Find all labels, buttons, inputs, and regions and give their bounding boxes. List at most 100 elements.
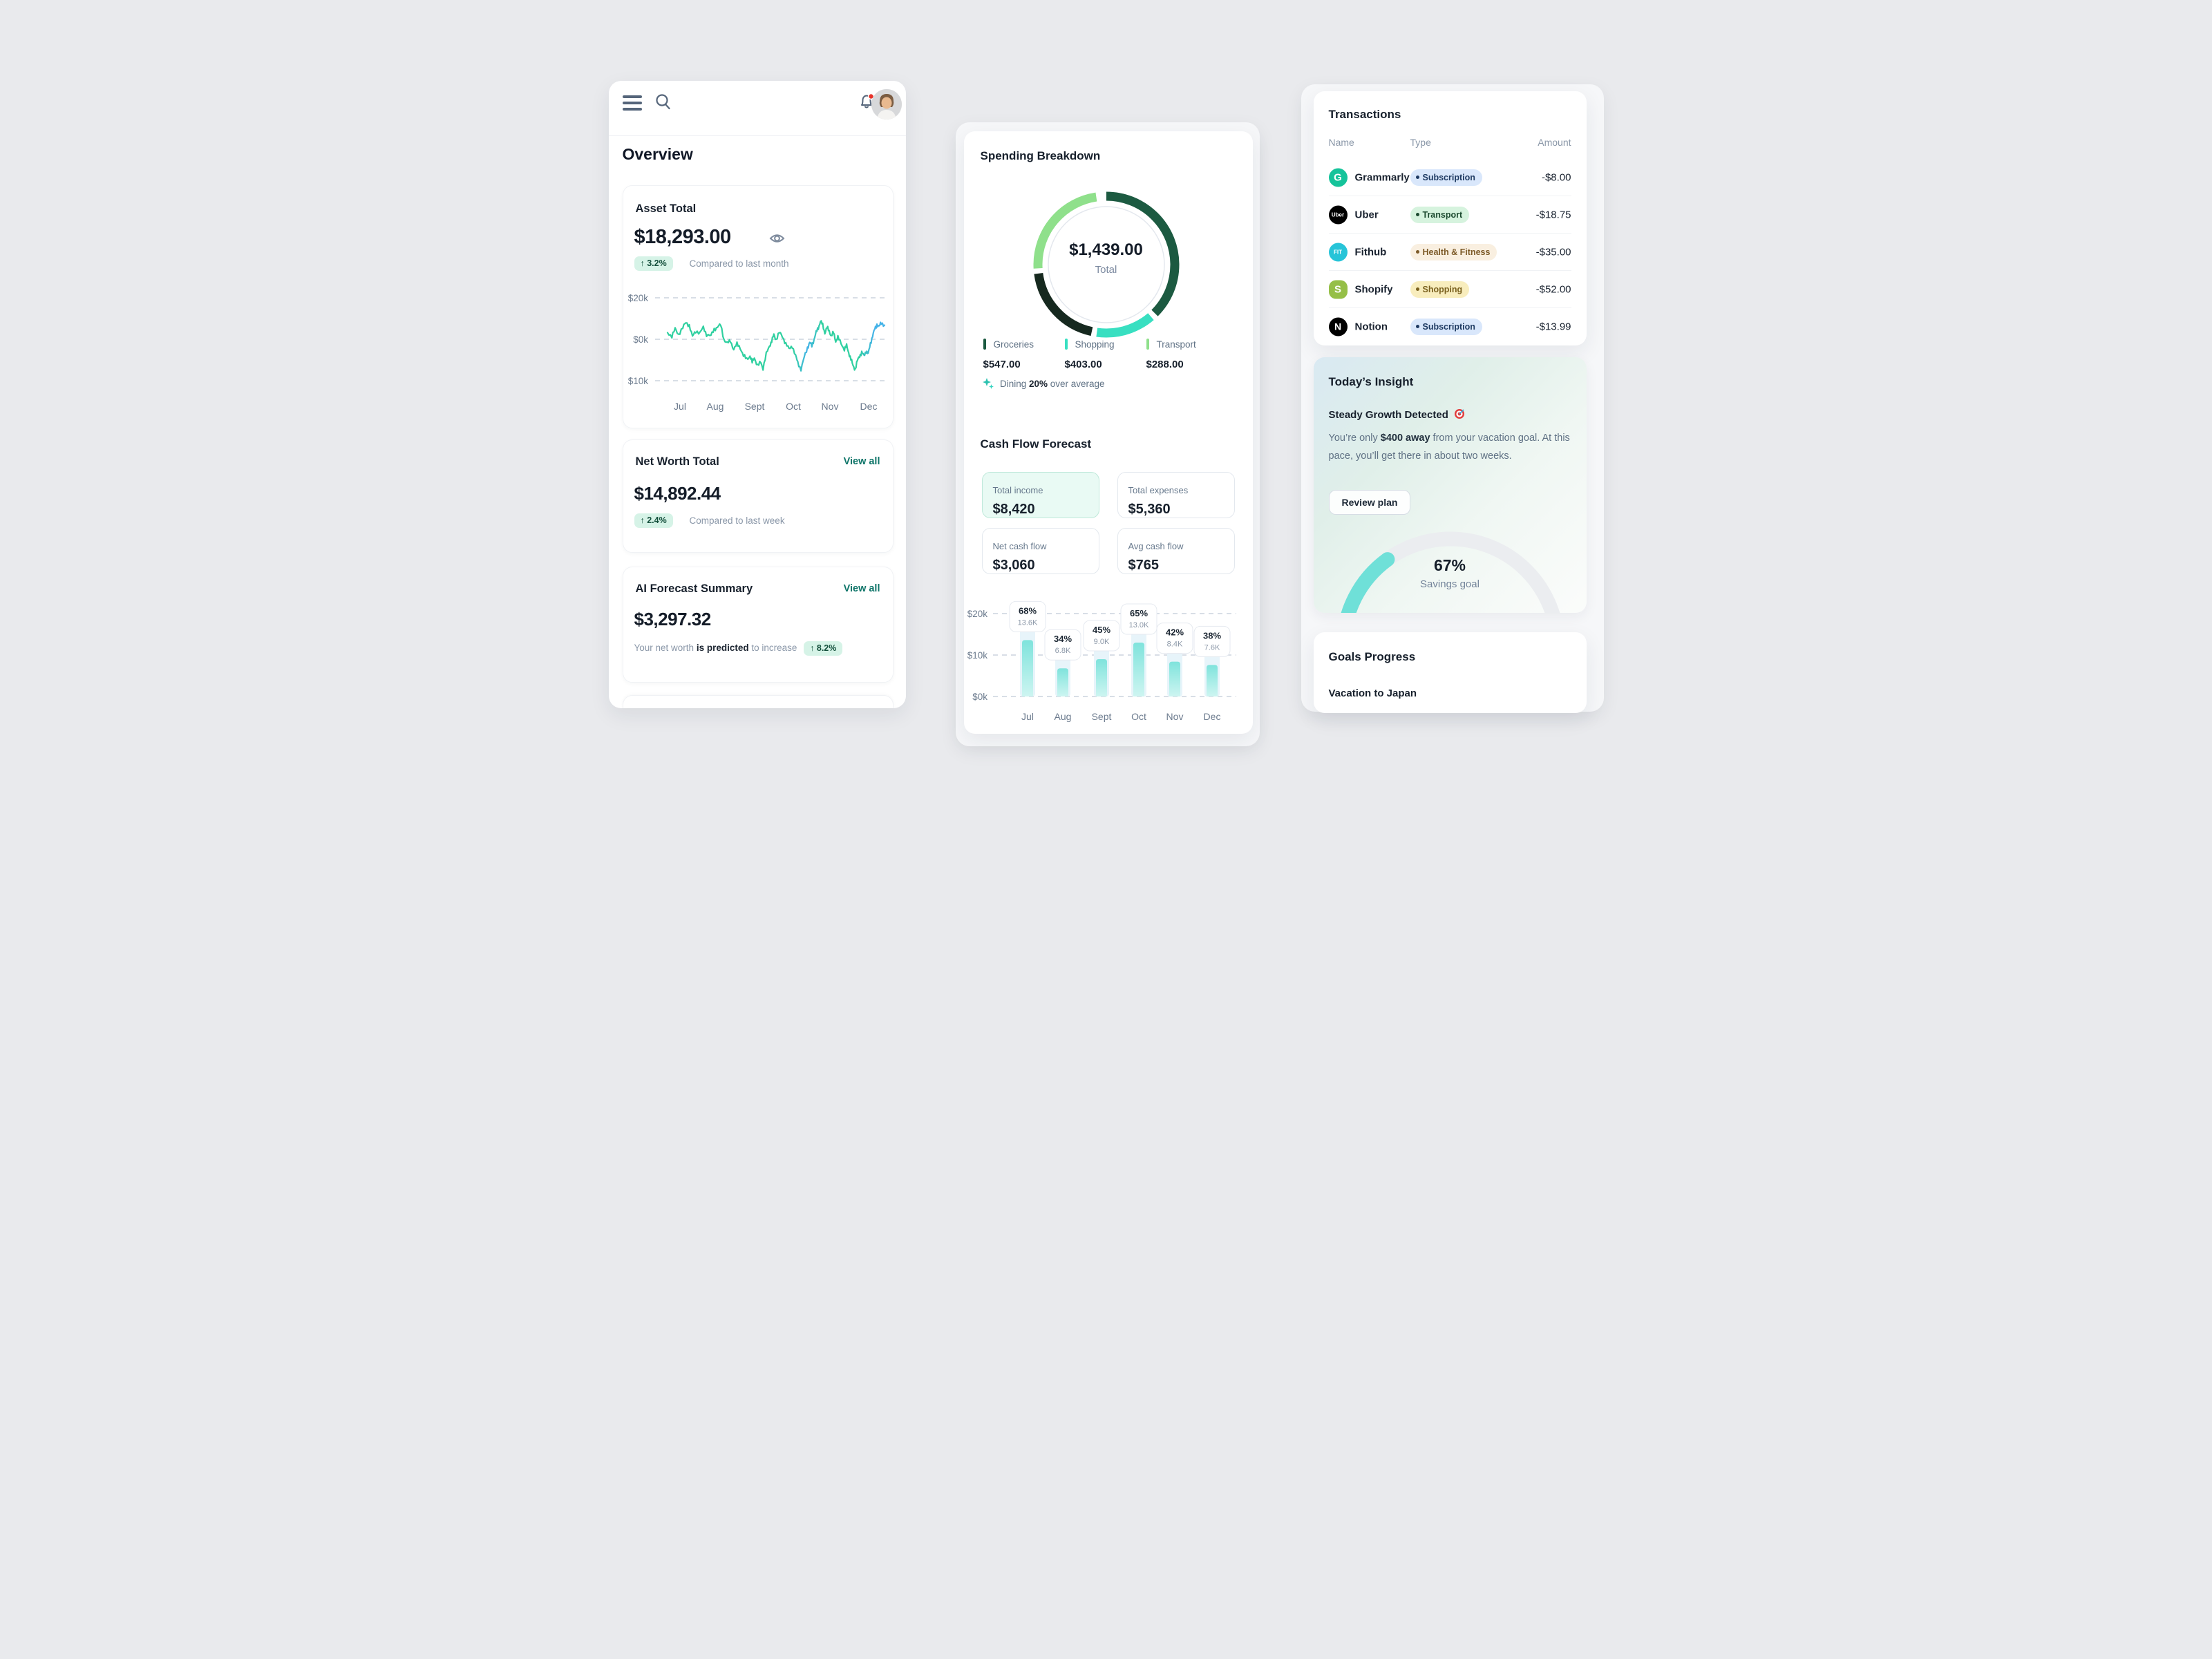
review-plan-button[interactable]: Review plan xyxy=(1328,490,1411,515)
menu-button[interactable] xyxy=(622,95,642,111)
header-divider xyxy=(608,135,906,136)
eye-icon xyxy=(769,234,784,243)
forecast-text-2: is predicted xyxy=(696,643,749,653)
transport-swatch xyxy=(1146,339,1149,350)
svg-text:$0k: $0k xyxy=(633,334,648,345)
search-button[interactable] xyxy=(654,93,672,114)
insight-title: Today’s Insight xyxy=(1328,375,1414,388)
stat-value: $3,060 xyxy=(992,558,1035,573)
badge-label: Subscription xyxy=(1422,321,1475,332)
transaction-row[interactable]: S Shopify Shopping -$52.00 xyxy=(1328,271,1571,307)
legend-item-transport: Transport $288.00 xyxy=(1146,339,1196,370)
groceries-label: Groceries xyxy=(993,339,1034,350)
goals-title: Goals Progress xyxy=(1328,650,1416,663)
svg-text:$10k: $10k xyxy=(627,376,648,386)
insight-body: You’re only $400 away from your vacation… xyxy=(1329,429,1572,465)
col-header-name: Name xyxy=(1328,137,1354,148)
grammarly-icon: G xyxy=(1328,168,1348,187)
net-worth-view-all-link[interactable]: View all xyxy=(843,456,880,467)
stat-label: Total income xyxy=(992,485,1043,495)
insight-body-pre: You’re only xyxy=(1328,433,1381,444)
badge-dot xyxy=(1415,212,1419,216)
svg-text:38%: 38% xyxy=(1202,630,1220,641)
transaction-name: Uber xyxy=(1354,209,1379,220)
stat-label: Total expenses xyxy=(1128,485,1189,495)
dining-text-post: over average xyxy=(1048,379,1105,389)
svg-text:Aug: Aug xyxy=(1054,711,1071,722)
svg-text:34%: 34% xyxy=(1053,634,1071,644)
ai-forecast-title: AI Forecast Summary xyxy=(635,582,753,595)
stat-value: $765 xyxy=(1128,558,1160,573)
cashflow-title: Cash Flow Forecast xyxy=(980,437,1092,451)
avatar[interactable] xyxy=(871,89,902,120)
spending-donut-chart xyxy=(1033,191,1179,338)
ai-forecast-value: $3,297.32 xyxy=(634,609,712,629)
svg-text:45%: 45% xyxy=(1092,625,1110,635)
legend-item-groceries: Groceries $547.00 xyxy=(983,339,1034,370)
target-icon xyxy=(1455,409,1465,419)
shopping-swatch xyxy=(1064,339,1068,350)
asset-change-badge: ↑ 3.2% xyxy=(634,256,673,271)
legend-item-shopping: Shopping $403.00 xyxy=(1064,339,1115,370)
transaction-row[interactable]: Uber Uber Transport -$18.75 xyxy=(1328,196,1571,233)
stat-total-expenses[interactable]: Total expenses $5,360 xyxy=(1117,472,1235,518)
transaction-amount: -$8.00 xyxy=(1541,171,1571,183)
asset-total-value: $18,293.00 xyxy=(634,226,732,248)
net-worth-card: Net Worth Total View all $14,892.44 ↑ 2.… xyxy=(622,439,894,553)
savings-gauge-chart xyxy=(1341,531,1560,613)
transaction-name: Grammarly xyxy=(1354,171,1410,183)
svg-text:6.8K: 6.8K xyxy=(1055,647,1070,655)
dining-insight: Dining 20% over average xyxy=(982,377,1105,390)
svg-text:Dec: Dec xyxy=(1203,711,1220,722)
svg-text:$20k: $20k xyxy=(967,609,987,619)
svg-text:Oct: Oct xyxy=(786,401,801,412)
notion-icon: N xyxy=(1328,317,1348,336)
insight-headline: Steady Growth Detected xyxy=(1329,408,1466,421)
donut-segment-Groceries xyxy=(1033,191,1179,338)
stat-avg-cash-flow[interactable]: Avg cash flow $765 xyxy=(1117,528,1235,574)
stat-total-income[interactable]: Total income $8,420 xyxy=(981,472,1099,518)
shopify-icon: S xyxy=(1328,280,1348,298)
forecast-text-1: Your net worth xyxy=(634,643,697,653)
donut-segment-Transport xyxy=(1033,191,1179,338)
svg-text:Sept: Sept xyxy=(744,401,764,412)
forecast-badge: ↑ 8.2% xyxy=(804,641,843,656)
groceries-swatch xyxy=(983,339,986,350)
partial-card xyxy=(622,695,894,708)
hamburger-icon xyxy=(622,95,642,98)
badge-label: Transport xyxy=(1422,209,1463,220)
fithub-icon: FIT xyxy=(1328,243,1348,261)
search-icon xyxy=(655,94,670,110)
asset-change-note: Compared to last month xyxy=(689,258,789,269)
donut-segment-Shopping xyxy=(1033,191,1179,338)
overview-panel: Overview Asset Total $18,293.00 ↑ 3.2% C… xyxy=(608,81,906,708)
page-title: Overview xyxy=(622,145,693,163)
dashboard: Overview Asset Total $18,293.00 ↑ 3.2% C… xyxy=(553,0,1659,829)
toggle-visibility-button[interactable] xyxy=(768,231,786,249)
stat-net-cash-flow[interactable]: Net cash flow $3,060 xyxy=(981,528,1099,574)
insight-body-bold: $400 away xyxy=(1380,433,1430,444)
transaction-row[interactable]: G Grammarly Subscription -$8.00 xyxy=(1328,159,1571,196)
stat-value: $8,420 xyxy=(992,502,1035,517)
groceries-value: $547.00 xyxy=(983,359,1021,370)
transaction-name: Notion xyxy=(1354,321,1388,332)
svg-text:Jul: Jul xyxy=(674,401,686,412)
gauge-label: Savings goal xyxy=(1420,578,1480,590)
svg-text:Aug: Aug xyxy=(706,401,724,412)
insight-headline-text: Steady Growth Detected xyxy=(1328,409,1448,421)
transactions-title: Transactions xyxy=(1328,108,1401,121)
transport-value: $288.00 xyxy=(1146,359,1184,370)
ai-forecast-view-all-link[interactable]: View all xyxy=(843,583,880,594)
transaction-row[interactable]: N Notion Subscription -$13.99 xyxy=(1328,308,1571,345)
dining-text-pre: Dining xyxy=(999,379,1029,389)
transaction-amount: -$18.75 xyxy=(1535,209,1571,220)
svg-text:Nov: Nov xyxy=(821,401,838,412)
transaction-name: Shopify xyxy=(1354,283,1393,295)
svg-text:13.0K: 13.0K xyxy=(1128,621,1148,629)
forecast-text-3: to increase xyxy=(748,643,797,653)
type-badge: Subscription xyxy=(1410,318,1482,335)
cashflow-bar-chart: $0k $10k $20k 68% 13.6K Jul 34% 6.8K Aug 45% 9.0K S… xyxy=(967,600,1236,722)
goal-item-vacation[interactable]: Vacation to Japan xyxy=(1328,688,1417,699)
type-badge: Health & Fitness xyxy=(1410,243,1497,260)
transaction-row[interactable]: FIT Fithub Health & Fitness -$35.00 xyxy=(1328,234,1571,270)
